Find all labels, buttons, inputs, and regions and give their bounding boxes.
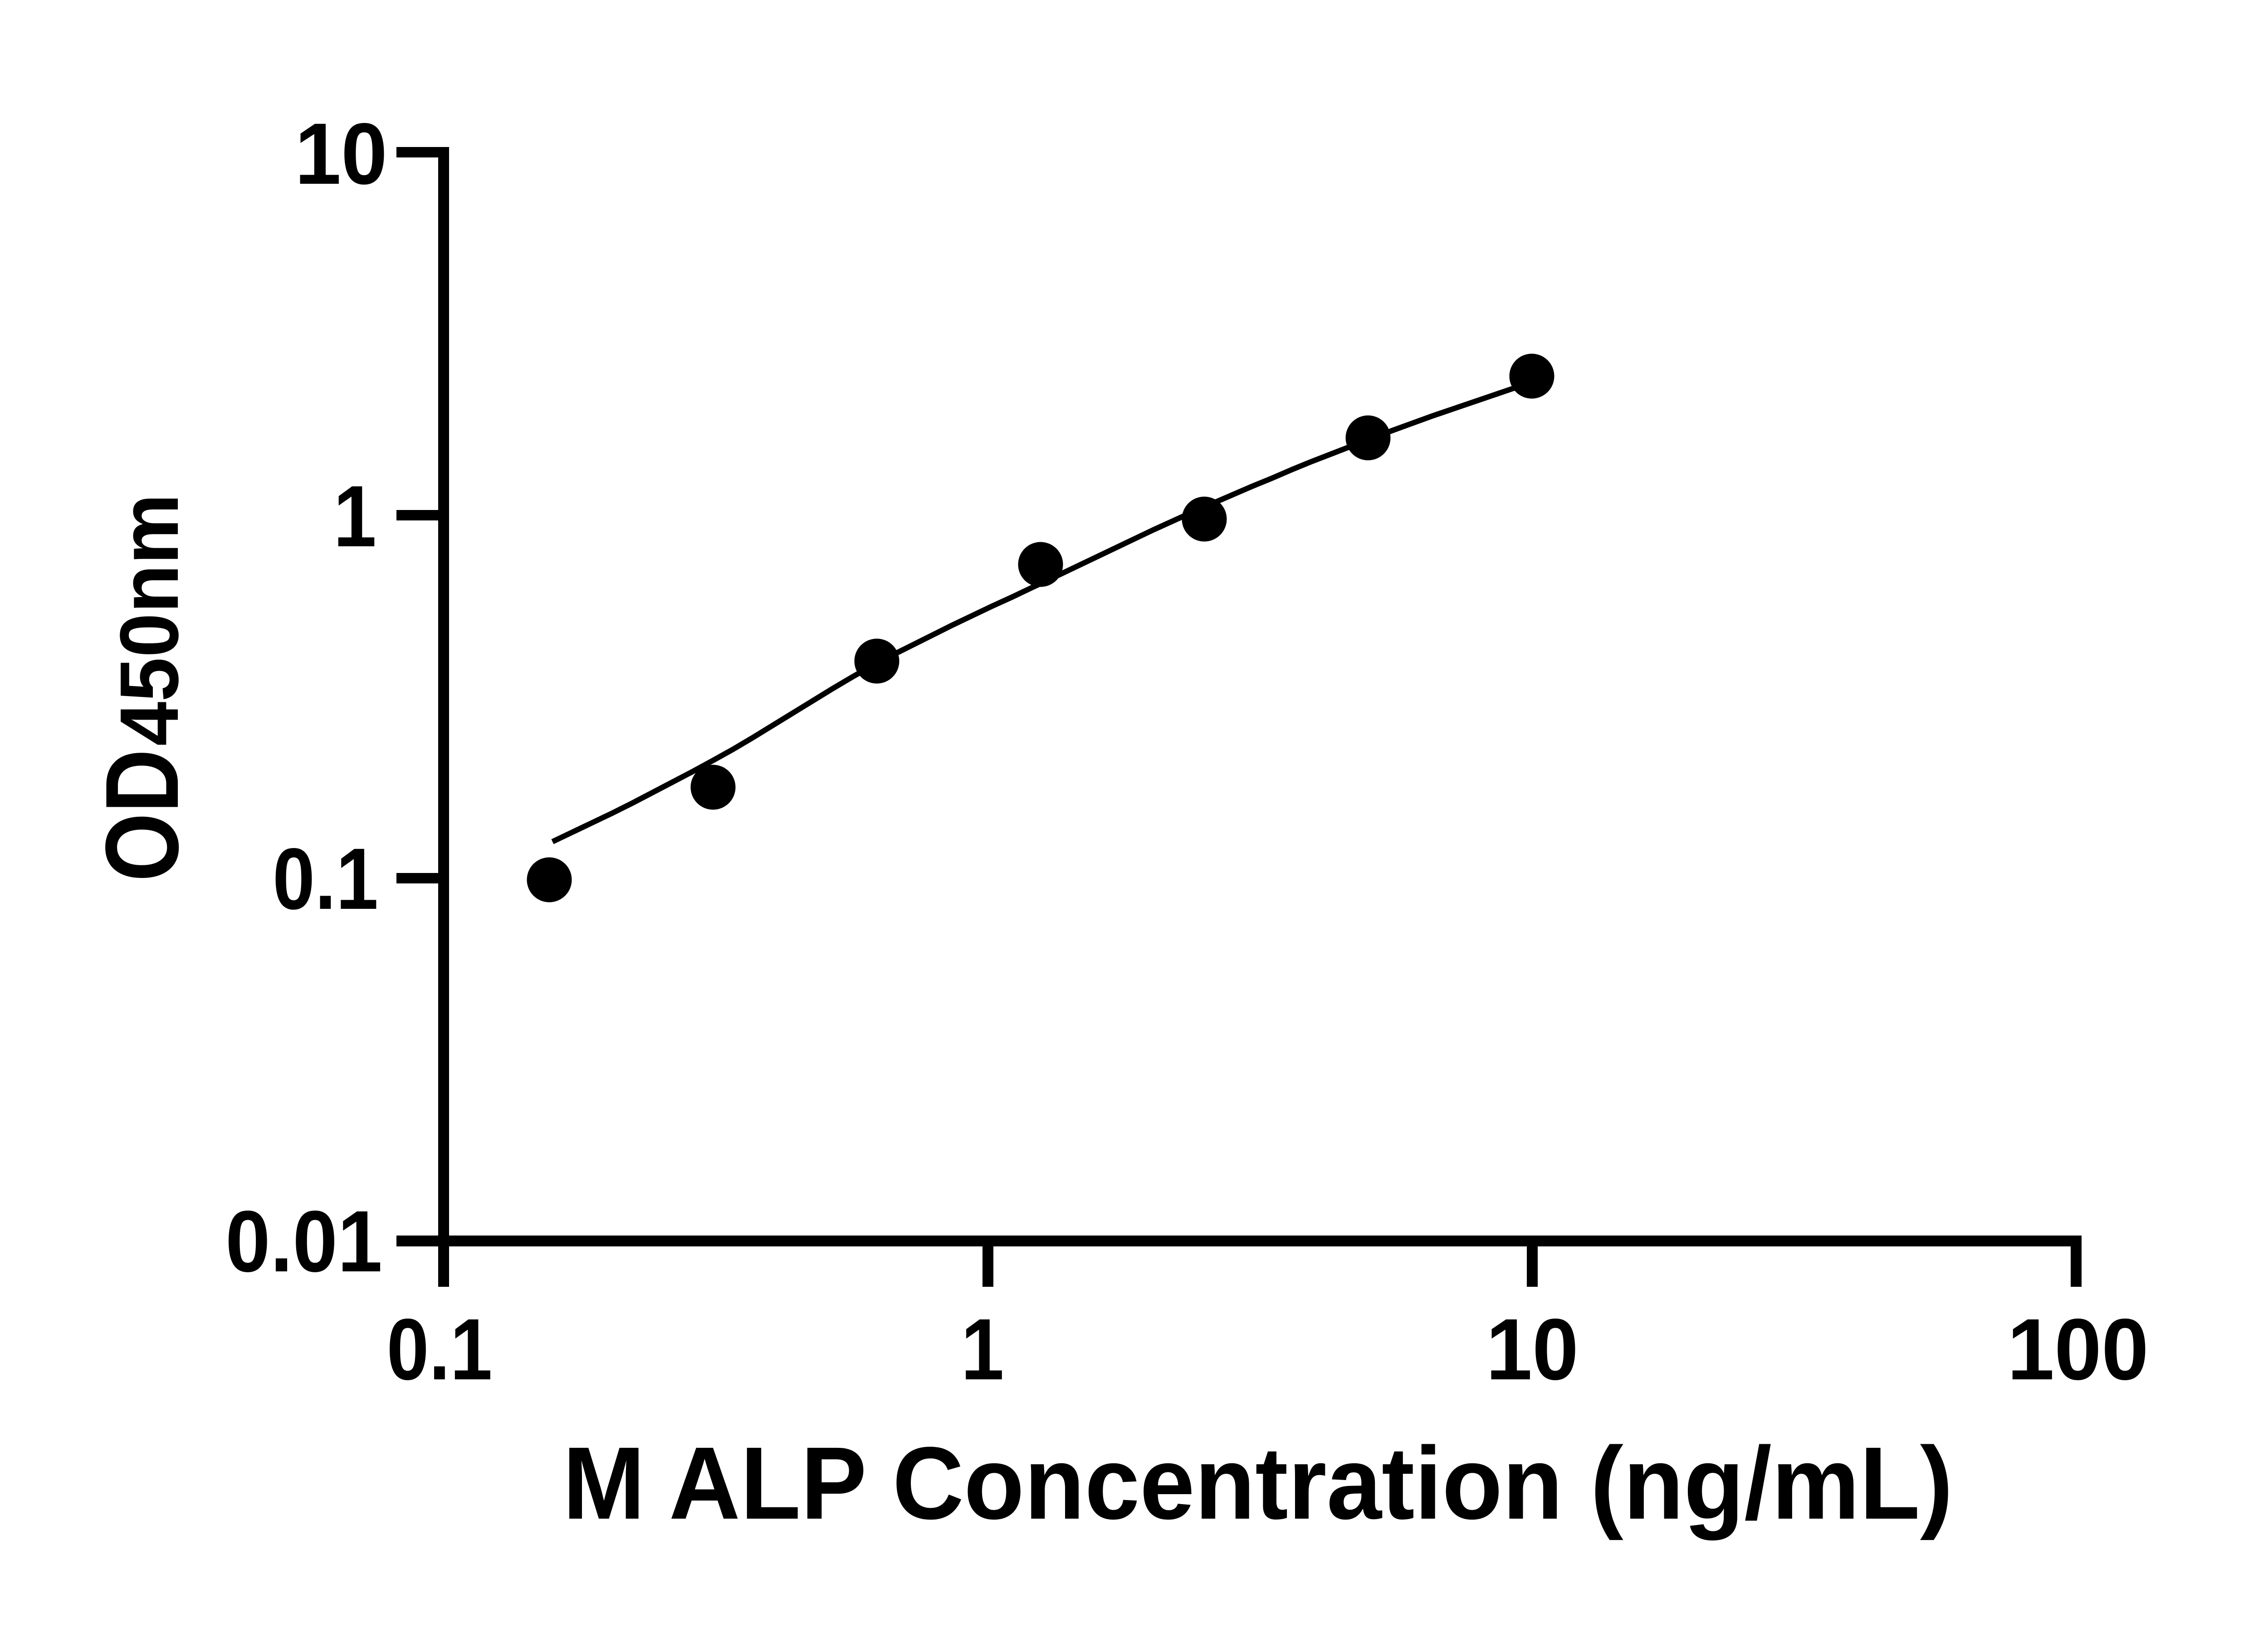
svg-text:1: 1 xyxy=(961,1300,1004,1398)
svg-text:0.1: 0.1 xyxy=(387,1300,493,1398)
svg-text:100: 100 xyxy=(2007,1300,2149,1398)
svg-text:10: 10 xyxy=(1486,1300,1579,1398)
svg-text:450nm: 450nm xyxy=(103,494,196,746)
svg-text:M ALP Concentration (ng/mL): M ALP Concentration (ng/mL) xyxy=(563,1426,1953,1541)
svg-text:0.01: 0.01 xyxy=(225,1192,382,1290)
svg-text:1: 1 xyxy=(333,467,376,565)
svg-text:OD: OD xyxy=(84,749,200,882)
svg-text:10: 10 xyxy=(295,105,387,202)
svg-text:0.1: 0.1 xyxy=(273,830,378,927)
